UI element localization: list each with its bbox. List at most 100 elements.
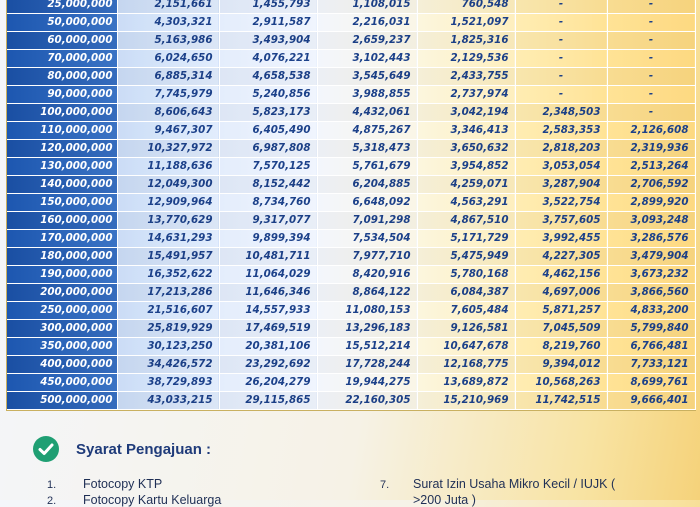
- table-row: 90,000,000 7,745,979 5,240,856 3,988,855 2,7…: [7, 85, 696, 104]
- installment-cell: 13,296,183: [317, 319, 418, 338]
- installment-cell: 10,568,263: [515, 373, 608, 392]
- installment-cell: 3,042,194: [417, 103, 516, 122]
- requirements-title: Syarat Pengajuan :: [76, 441, 212, 458]
- installment-cell: -: [607, 31, 696, 50]
- installment-cell: 6,987,808: [219, 139, 318, 158]
- installment-cell: 2,659,237: [317, 31, 418, 50]
- installment-cell: 8,152,442: [219, 175, 318, 194]
- installment-cell: 20,381,106: [219, 337, 318, 356]
- installment-cell: 3,545,649: [317, 67, 418, 86]
- installment-cell: 2,583,353: [515, 121, 608, 140]
- installment-cell: 3,757,605: [515, 211, 608, 230]
- installment-cell: 15,491,957: [117, 247, 220, 266]
- installment-cell: 11,646,346: [219, 283, 318, 302]
- table-row: 170,000,000 14,631,293 9,899,394 7,534,504 5…: [7, 229, 696, 248]
- loan-amount-cell: 160,000,000: [7, 211, 118, 230]
- installment-cell: 4,875,267: [317, 121, 418, 140]
- loan-amount-cell: 180,000,000: [7, 247, 118, 266]
- installment-cell: 3,988,855: [317, 85, 418, 104]
- loan-amount-cell: 150,000,000: [7, 193, 118, 212]
- installment-cell: 9,317,077: [219, 211, 318, 230]
- installment-cell: 8,699,761: [607, 373, 696, 392]
- installment-cell: 9,666,401: [607, 391, 696, 410]
- installment-cell: 2,899,920: [607, 193, 696, 212]
- requirement-item: Fotocopy KTP: [83, 477, 163, 491]
- installment-cell: 5,761,679: [317, 157, 418, 176]
- installment-cell: 7,570,125: [219, 157, 318, 176]
- loan-amount-cell: 500,000,000: [7, 391, 118, 410]
- requirement-number: 1.: [47, 479, 57, 491]
- installment-cell: 11,080,153: [317, 301, 418, 320]
- installment-cell: 3,992,455: [515, 229, 608, 248]
- installment-cell: 6,885,314: [117, 67, 220, 86]
- installment-cell: 2,433,755: [417, 67, 516, 86]
- installment-cell: -: [515, 13, 608, 32]
- installment-cell: 17,469,519: [219, 319, 318, 338]
- installment-cell: 22,160,305: [317, 391, 418, 410]
- requirement-item: Surat Izin Usaha Mikro Kecil / IUJK (: [413, 477, 616, 491]
- installment-cell: 2,706,592: [607, 175, 696, 194]
- installment-cell: 4,432,061: [317, 103, 418, 122]
- installment-cell: 1,521,097: [417, 13, 516, 32]
- installment-cell: 5,475,949: [417, 247, 516, 266]
- installment-cell: 13,770,629: [117, 211, 220, 230]
- installment-cell: 8,219,760: [515, 337, 608, 356]
- installment-cell: -: [515, 49, 608, 68]
- installment-cell: 3,522,754: [515, 193, 608, 212]
- installment-cell: 16,352,622: [117, 265, 220, 284]
- installment-cell: 7,091,298: [317, 211, 418, 230]
- table-row: 70,000,000 6,024,650 4,076,221 3,102,443 2,1…: [7, 49, 696, 68]
- loan-amount-cell: 110,000,000: [7, 121, 118, 140]
- installment-cell: 2,818,203: [515, 139, 608, 158]
- installment-cell: 6,024,650: [117, 49, 220, 68]
- installment-cell: 6,766,481: [607, 337, 696, 356]
- table-row: 350,000,000 30,123,250 20,381,106 15,512,21…: [7, 337, 696, 356]
- requirement-item: Fotocopy Kartu Keluarga: [83, 493, 222, 507]
- installment-cell: 4,259,071: [417, 175, 516, 194]
- installment-cell: 6,405,490: [219, 121, 318, 140]
- installment-cell: 7,045,509: [515, 319, 608, 338]
- table-row: 300,000,000 25,819,929 17,469,519 13,296,18…: [7, 319, 696, 338]
- installment-cell: 5,799,840: [607, 319, 696, 338]
- table-row: 250,000,000 21,516,607 14,557,933 11,080,15…: [7, 301, 696, 320]
- installment-cell: 21,516,607: [117, 301, 220, 320]
- installment-cell: 4,697,006: [515, 283, 608, 302]
- installment-cell: -: [607, 49, 696, 68]
- installment-cell: -: [607, 13, 696, 32]
- installment-cell: 5,823,173: [219, 103, 318, 122]
- requirement-item: >200 Juta ): [413, 493, 476, 507]
- installment-cell: -: [515, 85, 608, 104]
- table-row: 110,000,000 9,467,307 6,405,490 4,875,267 3,…: [7, 121, 696, 140]
- installment-cell: -: [607, 0, 696, 14]
- installment-cell: 8,606,643: [117, 103, 220, 122]
- table-row: 500,000,000 43,033,215 29,115,865 22,160,30…: [7, 391, 696, 410]
- table-row: 200,000,000 17,213,286 11,646,346 8,864,122…: [7, 283, 696, 302]
- table-row: 140,000,000 12,049,300 8,152,442 6,204,885 4…: [7, 175, 696, 194]
- requirement-number: 2.: [47, 495, 57, 507]
- check-circle-icon: [33, 436, 59, 462]
- installment-cell: -: [515, 0, 608, 14]
- table-row: 190,000,000 16,352,622 11,064,029 8,420,916…: [7, 265, 696, 284]
- installment-cell: 3,493,904: [219, 31, 318, 50]
- installment-cell: 2,348,503: [515, 103, 608, 122]
- installment-cell: 13,689,872: [417, 373, 516, 392]
- installment-cell: 4,227,305: [515, 247, 608, 266]
- installment-cell: 3,954,852: [417, 157, 516, 176]
- installment-cell: -: [607, 103, 696, 122]
- installment-cell: 6,084,387: [417, 283, 516, 302]
- installment-cell: 6,648,092: [317, 193, 418, 212]
- installment-cell: 14,557,933: [219, 301, 318, 320]
- installment-cell: 38,729,893: [117, 373, 220, 392]
- table-row: 180,000,000 15,491,957 10,481,711 7,977,710…: [7, 247, 696, 266]
- installment-cell: 23,292,692: [219, 355, 318, 374]
- installment-cell: 9,899,394: [219, 229, 318, 248]
- installment-cell: 10,481,711: [219, 247, 318, 266]
- installment-cell: -: [607, 85, 696, 104]
- installment-cell: 4,563,291: [417, 193, 516, 212]
- loan-amount-cell: 190,000,000: [7, 265, 118, 284]
- installment-cell: 26,204,279: [219, 373, 318, 392]
- table-row: 100,000,000 8,606,643 5,823,173 4,432,061 3,…: [7, 103, 696, 122]
- loan-installment-table: 25,000,000 2,151,661 1,455,793 1,108,015 760…: [6, 0, 696, 411]
- installment-cell: 9,126,581: [417, 319, 516, 338]
- installment-cell: 2,513,264: [607, 157, 696, 176]
